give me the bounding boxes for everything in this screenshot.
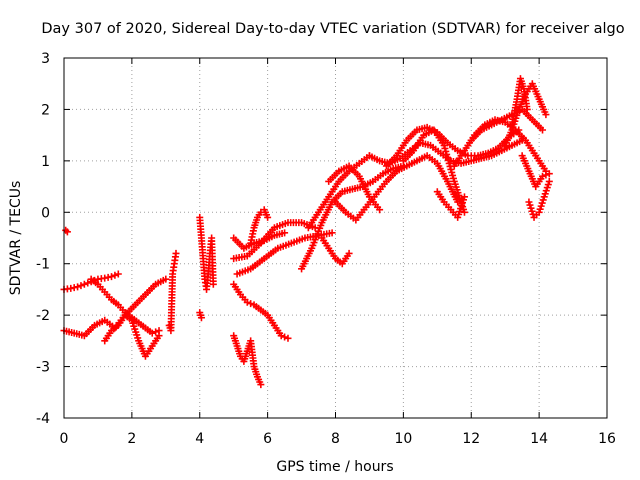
x-tick-label: 16 [598,431,616,447]
data-point [539,126,547,134]
data-point [162,275,170,283]
data-point [545,177,553,185]
data-point [209,280,217,288]
y-tick-label: 0 [41,205,50,221]
data-point [243,298,251,306]
data-point [74,283,82,291]
data-point [281,229,289,237]
x-tick-label: 10 [394,431,412,447]
data-point [197,314,205,322]
data-point [63,228,71,236]
data-series [196,213,217,293]
data-point [114,270,122,278]
y-tick-label: 2 [41,102,50,118]
x-tick-label: 6 [263,431,272,447]
data-series [230,332,265,389]
x-tick-label: 0 [60,431,69,447]
data-series [233,229,336,278]
data-series [508,75,531,129]
data-points [60,75,553,389]
data-point [545,170,553,178]
data-point [152,328,160,336]
x-tick-label: 14 [530,431,548,447]
data-series [101,311,163,360]
data-point [247,300,255,308]
data-point [277,332,285,340]
data-point [108,273,116,281]
plot-frame [63,57,608,419]
data-point [172,249,180,257]
data-series [318,234,353,268]
x-tick-label: 4 [195,431,204,447]
x-tick-label: 8 [331,431,340,447]
data-point [155,332,163,340]
data-series [525,177,553,221]
data-series [196,309,205,322]
chart-title: Day 307 of 2020, Sidereal Day-to-day VTE… [41,21,624,37]
data-point [542,111,550,119]
x-tick-label: 12 [462,431,480,447]
y-tick-label: -2 [36,308,50,324]
data-series [62,226,71,236]
data-series [230,280,292,342]
data-point [148,329,156,337]
data-point [542,171,550,179]
x-tick-label: 2 [127,431,136,447]
data-series [60,270,122,293]
y-tick-label: 1 [41,154,50,170]
data-point [281,333,289,341]
data-series [393,152,462,206]
data-point [460,193,468,201]
data-series [332,167,401,224]
data-point [345,249,353,257]
y-axis-label: SDTVAR / TECUs [8,181,24,296]
data-point [539,172,547,180]
x-axis-label: GPS time / hours [276,459,393,475]
data-point [77,282,85,290]
y-tick-label: -3 [36,360,50,376]
data-point [264,213,272,221]
data-series [433,188,468,221]
data-point [84,279,92,287]
y-tick-label: -4 [36,411,50,427]
data-series [247,206,272,247]
data-point [523,105,531,113]
data-point [257,381,265,389]
data-series [87,275,163,337]
data-series [518,152,553,191]
data-point [111,271,119,279]
data-point [80,280,88,288]
y-tick-label: 3 [41,51,50,67]
data-series [230,219,319,263]
data-series [165,249,180,335]
data-point [328,229,336,237]
data-point [284,334,292,342]
data-point [376,206,384,214]
y-tick-label: -1 [36,257,50,273]
